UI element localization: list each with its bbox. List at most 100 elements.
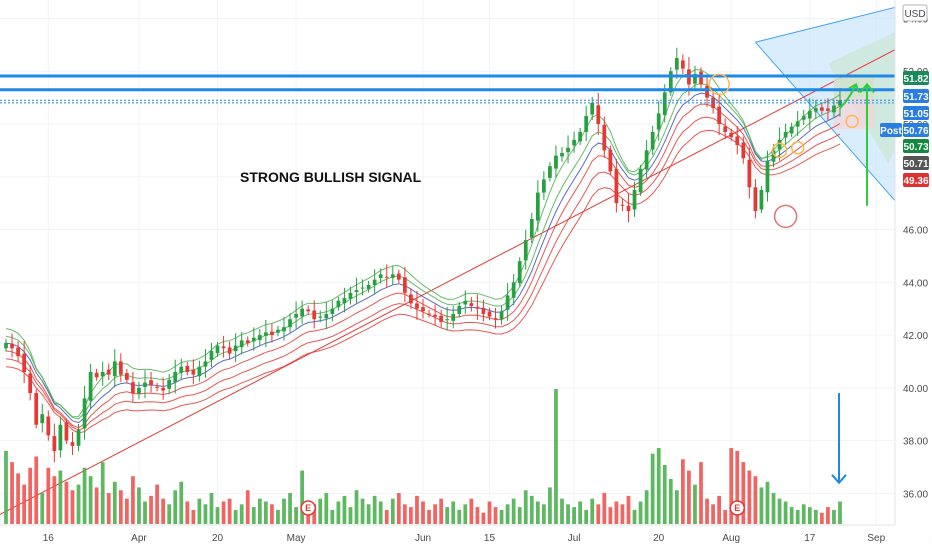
- volume-bar-89: [541, 504, 546, 524]
- candle-111: [674, 47, 679, 79]
- candle-body-132: [801, 116, 806, 120]
- candle-83: [505, 283, 510, 321]
- volume-bar-83: [505, 504, 510, 524]
- candle-39: [239, 332, 244, 355]
- candle-body-23: [143, 382, 147, 388]
- candle-body-51: [312, 310, 317, 320]
- candle-body-128: [777, 139, 782, 150]
- volume-bar-26: [161, 498, 166, 524]
- candle-73: [445, 306, 450, 331]
- candle-body-26: [161, 387, 166, 391]
- time-axis-background: [0, 525, 895, 550]
- price-tag-bg-3: [903, 123, 929, 137]
- candle-37: [227, 341, 232, 359]
- candle-body-112: [680, 60, 685, 69]
- price-tag-bg-6: [903, 156, 929, 170]
- candle-95: [578, 127, 583, 145]
- volume-bar-11: [70, 490, 75, 524]
- candle-body-72: [439, 315, 444, 322]
- volume-bar-78: [475, 507, 480, 524]
- candle-body-79: [481, 307, 486, 314]
- volume-bar-7: [46, 467, 51, 524]
- earnings-marker-1[interactable]: E: [729, 500, 746, 516]
- candle-body-35: [215, 345, 220, 354]
- price-tick-6: 42.00: [903, 331, 928, 342]
- price-tag-bg-0: [903, 71, 929, 85]
- candle-body-81: [493, 318, 498, 320]
- candle-58: [354, 277, 359, 304]
- candle-114: [693, 65, 697, 91]
- volume-bar-88: [535, 501, 540, 524]
- volume-bar-96: [584, 509, 589, 524]
- candle-body-118: [717, 106, 722, 124]
- candle-61: [372, 269, 377, 295]
- candle-65: [396, 269, 401, 284]
- candle-body-64: [390, 274, 395, 278]
- candle-8: [52, 423, 57, 463]
- volume-bar-47: [288, 493, 292, 524]
- candle-64: [390, 266, 395, 286]
- candle-body-91: [554, 155, 558, 169]
- candle-body-11: [70, 442, 75, 446]
- candle-21: [131, 371, 135, 403]
- volume-bar-70: [427, 509, 431, 524]
- volume-bar-106: [644, 490, 649, 524]
- volume-bar-95: [578, 501, 583, 524]
- volume-bar-138: [838, 501, 842, 524]
- candle-body-126: [765, 160, 770, 193]
- candle-40: [245, 336, 250, 347]
- volume-bar-133: [807, 507, 812, 524]
- candle-body-52: [318, 316, 323, 318]
- volume-bar-6: [40, 493, 45, 524]
- candle-80: [487, 307, 492, 321]
- candle-body-28: [173, 371, 178, 383]
- candle-body-30: [185, 365, 190, 372]
- price-tick-4: 46.00: [903, 226, 928, 237]
- candle-body-123: [747, 159, 752, 188]
- volume-bar-17: [106, 493, 111, 524]
- candle-25: [155, 382, 159, 392]
- price-tick-7: 40.00: [903, 384, 928, 395]
- candle-122: [741, 136, 746, 164]
- volume-bar-59: [360, 498, 365, 524]
- volume-bar-34: [209, 493, 214, 524]
- candle-body-82: [499, 311, 504, 320]
- price-tag-label-5: 50.73: [903, 142, 928, 153]
- candle-body-104: [632, 189, 637, 210]
- candle-body-63: [384, 276, 389, 278]
- earnings-marker-0[interactable]: E: [300, 500, 316, 516]
- candlesticks[interactable]: [4, 47, 842, 463]
- ribbon-line-5: [5, 129, 841, 434]
- candle-62: [378, 268, 383, 284]
- time-tick-8: Aug: [722, 533, 740, 544]
- earnings-letter-1: E: [734, 503, 740, 513]
- candle-body-29: [179, 366, 184, 373]
- candle-106: [644, 140, 649, 179]
- price-tag-label-6: 50.71: [903, 159, 928, 170]
- candle-112: [680, 54, 685, 75]
- candle-54: [330, 300, 335, 322]
- price-tick-5: 44.00: [903, 278, 928, 289]
- currency-badge[interactable]: USD: [902, 4, 928, 22]
- candle-body-45: [276, 329, 280, 333]
- annotation-text: STRONG BULLISH SIGNAL: [240, 169, 422, 185]
- candle-3: [22, 341, 27, 384]
- candle-body-57: [348, 292, 353, 299]
- time-axis[interactable]: 16Apr20MayJun15Jul20Aug17Sep15Oct: [0, 524, 932, 550]
- volume-bar-46: [282, 498, 286, 524]
- candle-22: [137, 381, 141, 400]
- candle-body-61: [372, 279, 377, 285]
- volume-bar-108: [656, 448, 661, 524]
- candle-body-69: [421, 307, 425, 312]
- volume-bar-102: [620, 504, 625, 524]
- candle-28: [173, 359, 178, 394]
- candle-121: [735, 126, 740, 155]
- candle-0: [4, 339, 8, 352]
- candle-129: [783, 123, 788, 145]
- price-axis[interactable]: 54.0052.0050.0048.0046.0044.0042.0040.00…: [880, 0, 932, 525]
- candle-26: [161, 377, 166, 400]
